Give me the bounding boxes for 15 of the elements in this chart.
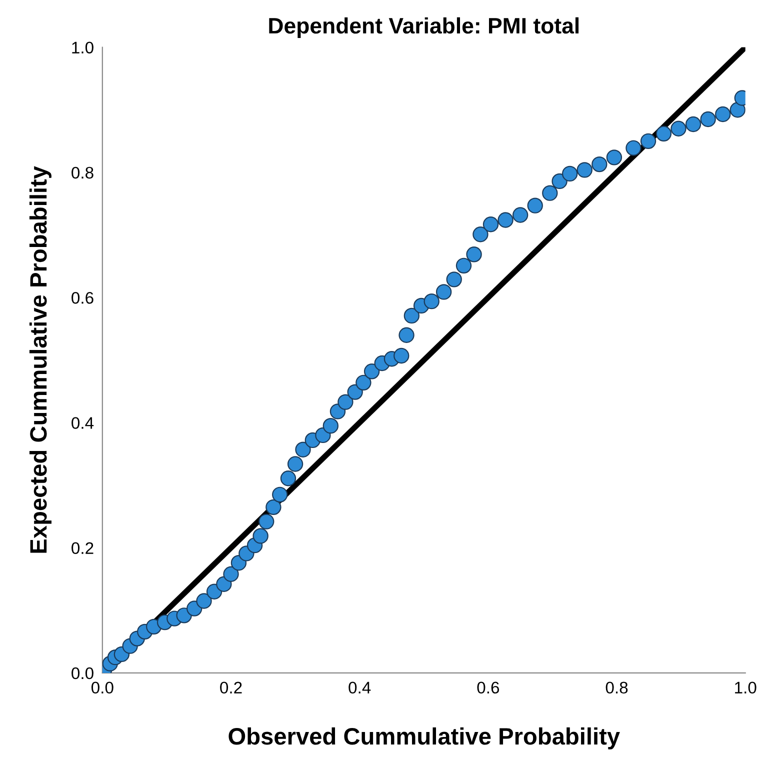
y-axis-title: Expected Cummulative Probability (29, 166, 52, 553)
y-tick-label: 0.4 (72, 417, 94, 429)
x-axis-title: Observed Cummulative Probability (228, 727, 620, 750)
x-tick-label: 0.8 (606, 682, 628, 694)
y-tick-label: 0.8 (72, 166, 94, 179)
x-tick-label: 0.2 (220, 682, 242, 694)
y-tick-label: 1.0 (72, 42, 94, 54)
y-tick-label: 0.6 (72, 292, 94, 304)
y-tick-label: 0.2 (72, 542, 94, 554)
x-tick-label: 0.0 (91, 682, 114, 694)
x-tick-label: 1.0 (735, 682, 756, 694)
y-tick-label: 0.0 (72, 667, 94, 680)
chart-title: Dependent Variable: PMI total (269, 17, 579, 38)
x-tick-label: 0.6 (477, 682, 500, 694)
x-tick-label: 0.4 (348, 682, 371, 694)
